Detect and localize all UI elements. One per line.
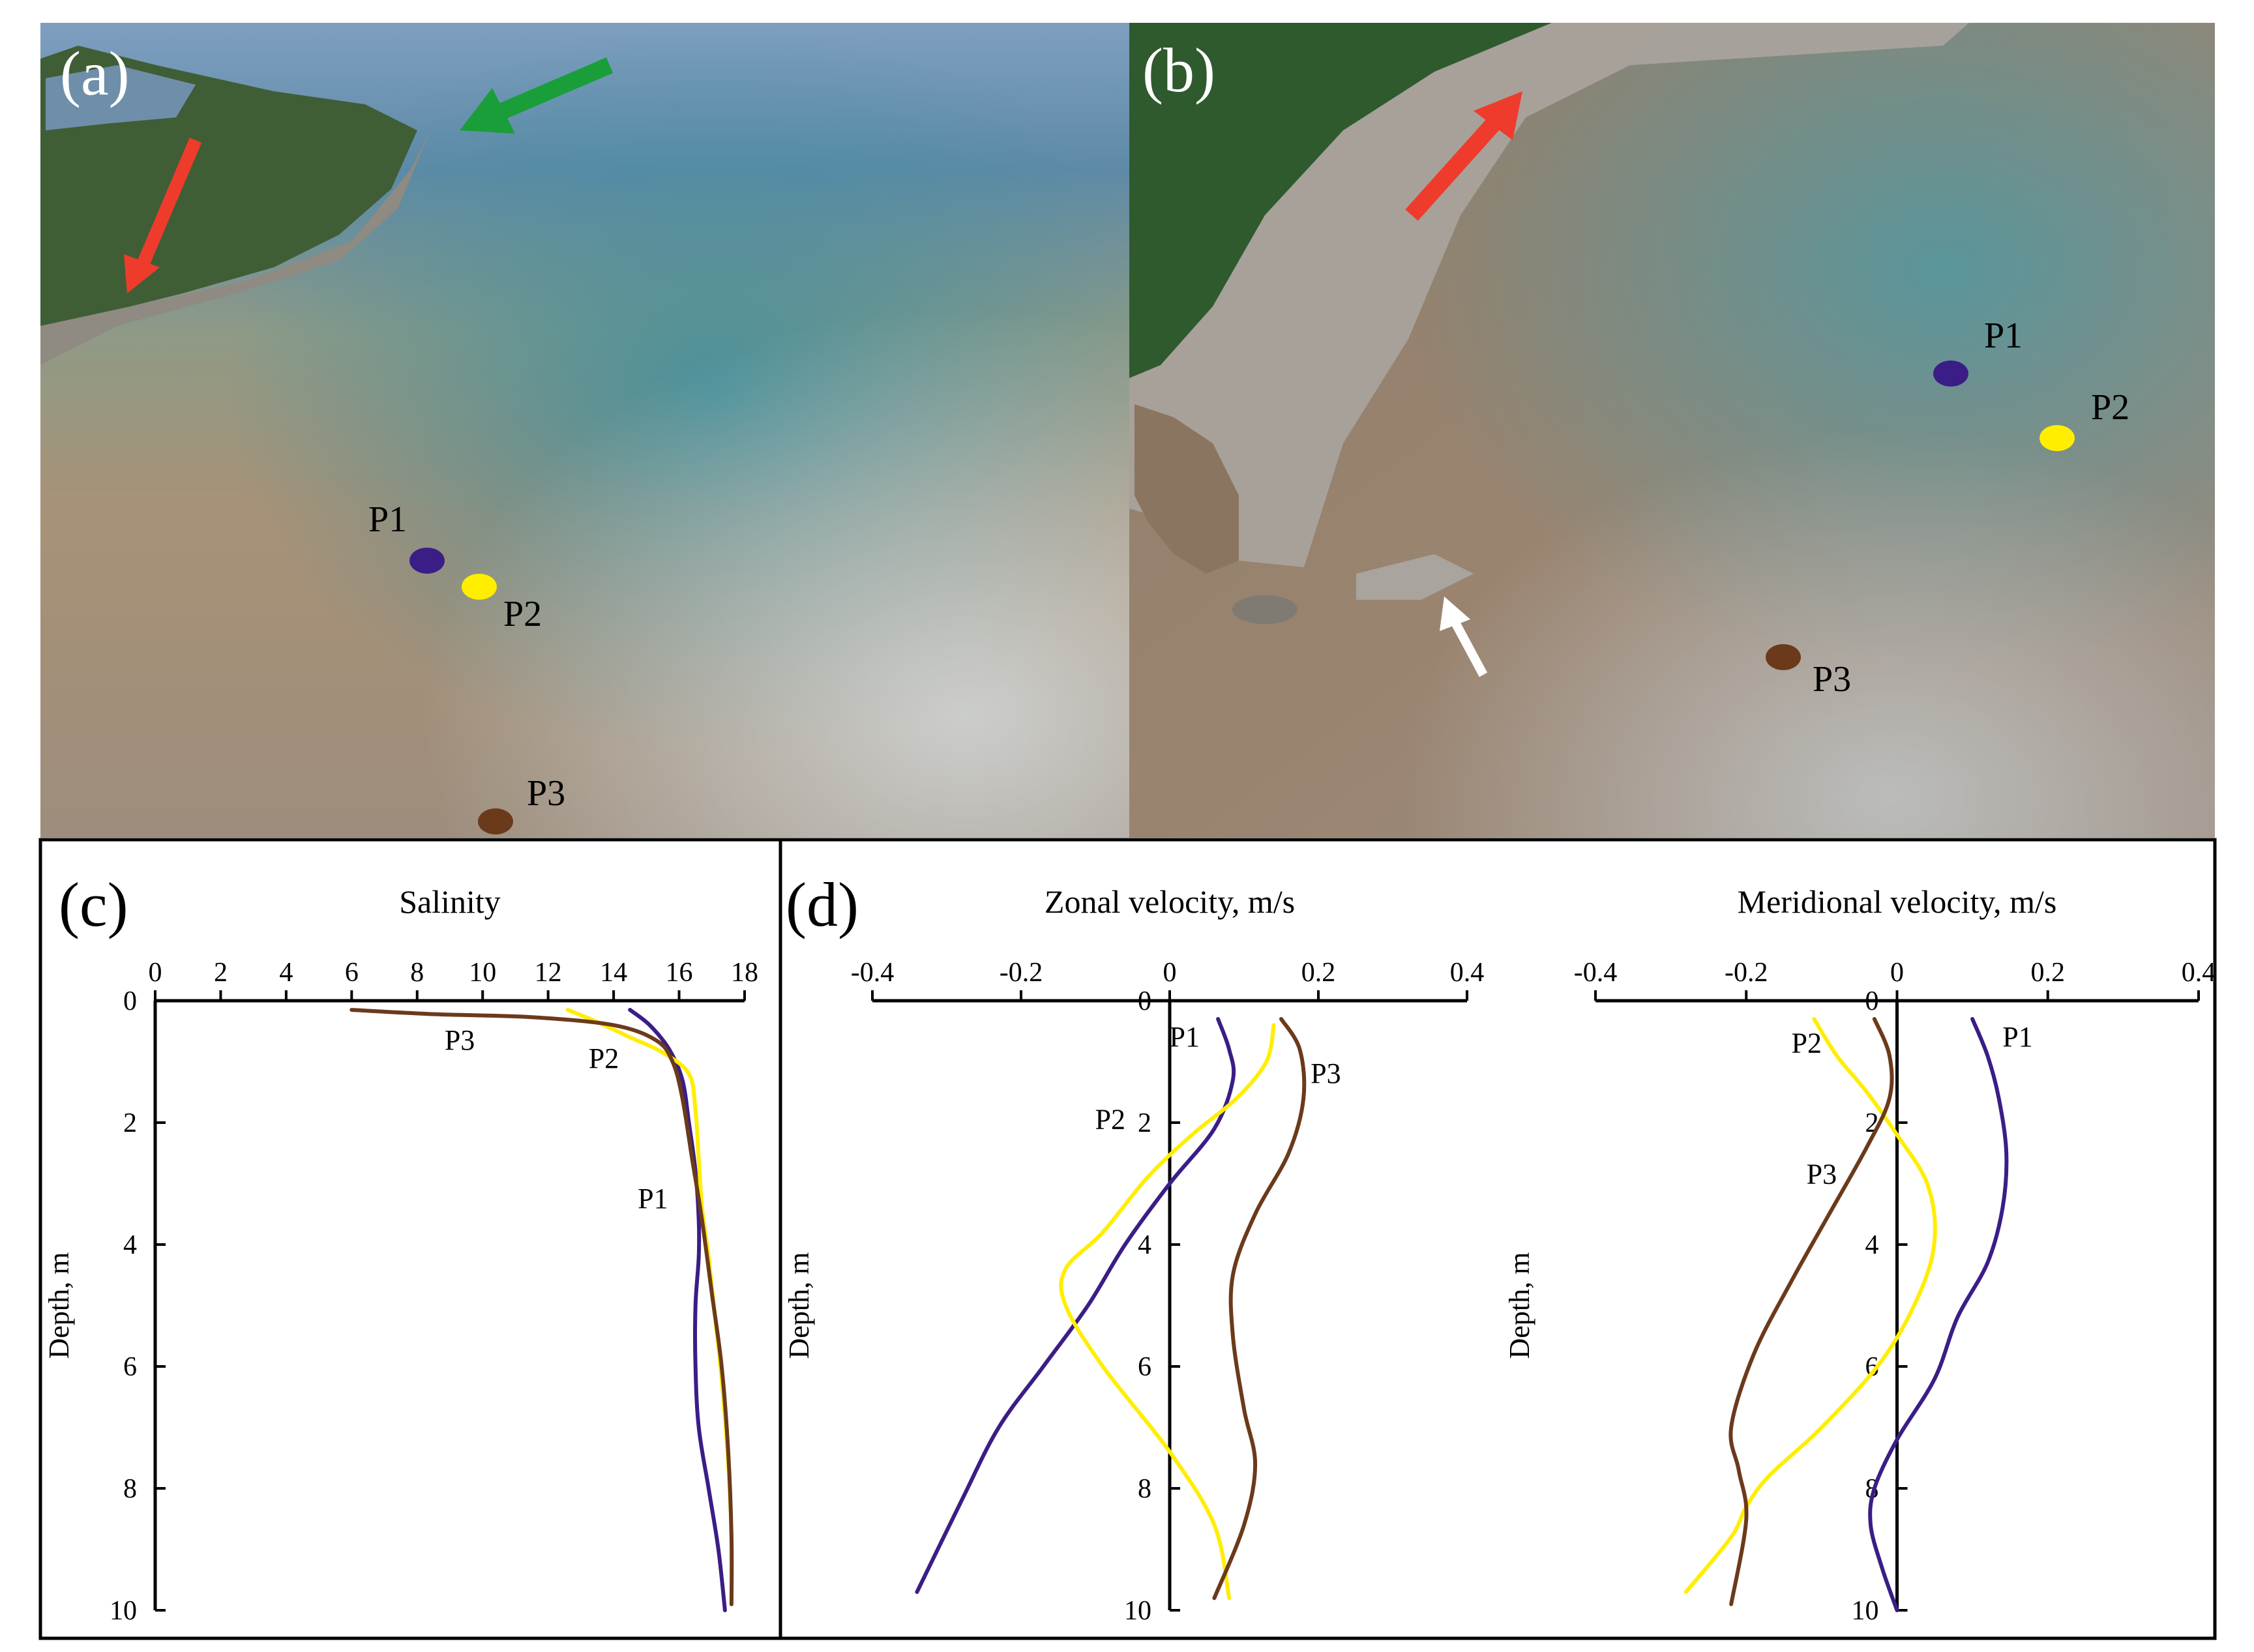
y-tick-label: 10: [1852, 1596, 1879, 1626]
x-tick-label: 8: [410, 958, 424, 988]
panel-c-letter: (c): [59, 870, 128, 939]
x-tick-label: -0.4: [1574, 958, 1618, 988]
y-tick-label: 6: [123, 1352, 137, 1382]
x-tick-label: 16: [666, 958, 693, 988]
x-tick-label: -0.2: [1000, 958, 1043, 988]
y-axis-label: Depth, m: [43, 1252, 75, 1359]
photo-panel-b: [1129, 23, 2215, 838]
x-tick-label: 0.2: [1301, 958, 1336, 988]
point-p1-marker-a: [409, 548, 445, 574]
point-p1-label-b: P1: [1984, 316, 2023, 356]
panel-b-letter: (b): [1142, 35, 1215, 105]
panel-a-letter: (a): [60, 38, 130, 108]
zonal-velocity-chart: Zonal velocity, m/s -0.4 -0.2 0 0.2 0.4 0 2 4 6 8 1…: [783, 883, 1484, 1626]
meridional-velocity-chart: Meridional velocity, m/s -0.4 -0.2 0 0.2 0.4 0…: [1504, 883, 2216, 1626]
x-tick-label: 2: [214, 958, 228, 988]
chart-title: Salinity: [399, 883, 501, 920]
curve-label-p2: P2: [589, 1042, 619, 1074]
series-line-p2: [1059, 1023, 1276, 1600]
photo-panel-a: [40, 23, 1129, 838]
x-tick-label: -0.2: [1725, 958, 1768, 988]
red-arrow-icon: [1405, 91, 1522, 221]
x-tick-label: -0.4: [851, 958, 895, 988]
curve-label-p3: P3: [1311, 1057, 1341, 1089]
y-tick-label: 4: [123, 1230, 137, 1260]
y-tick-label: 4: [1138, 1230, 1151, 1260]
x-tick-label: 0: [1890, 958, 1904, 988]
series-line-p1: [915, 1017, 1236, 1594]
series-line-p3: [1728, 1017, 1894, 1606]
point-p3-label-a: P3: [527, 773, 565, 814]
x-tick-label: 0.4: [2182, 958, 2216, 988]
point-p1-marker-b: [1933, 361, 1968, 387]
y-tick-label: 4: [1865, 1230, 1879, 1260]
chart-title: Zonal velocity, m/s: [1045, 883, 1295, 920]
point-p3-marker-b: [1766, 644, 1801, 670]
curve-label-p2: P2: [1095, 1103, 1125, 1135]
x-tick-label: 10: [469, 958, 496, 988]
white-arrow-icon: [1440, 597, 1488, 677]
point-p3-label-b: P3: [1813, 659, 1851, 700]
panel-d-frame: [779, 838, 2217, 1640]
x-tick-label: 0.4: [1450, 958, 1485, 988]
point-p2-marker-a: [462, 574, 497, 600]
y-tick-label: 10: [110, 1596, 137, 1626]
y-tick-label: 0: [1138, 986, 1151, 1016]
curve-label-p3: P3: [1807, 1158, 1837, 1190]
panel-d-letter: (d): [786, 870, 859, 939]
x-tick-label: 0.2: [2031, 958, 2066, 988]
point-p2-label-a: P2: [503, 594, 542, 634]
green-arrow-icon: [460, 57, 614, 134]
point-p1-label-a: P1: [368, 499, 407, 540]
x-tick-label: 6: [345, 958, 359, 988]
series-line-p1: [628, 1008, 727, 1612]
curve-label-p1: P1: [2002, 1021, 2032, 1053]
x-tick-label: 0: [149, 958, 162, 988]
y-tick-label: 8: [123, 1474, 137, 1504]
salinity-chart: Salinity 0 2 4 6 8 10 12 14 16 18 0 2 4 6 8 10 Depth, m P3…: [43, 883, 758, 1626]
y-tick-label: 10: [1124, 1596, 1151, 1626]
point-p2-label-b: P2: [2091, 387, 2129, 428]
y-tick-label: 0: [1865, 986, 1879, 1016]
y-tick-label: 2: [123, 1108, 137, 1138]
y-axis-label: Depth, m: [783, 1252, 815, 1359]
curve-label-p2: P2: [1792, 1027, 1822, 1059]
y-tick-label: 6: [1138, 1352, 1151, 1382]
x-tick-label: 12: [535, 958, 562, 988]
series-line-p1: [1868, 1017, 2009, 1612]
curve-label-p1: P1: [638, 1183, 668, 1215]
y-axis-label: Depth, m: [1504, 1252, 1535, 1359]
curve-label-p1: P1: [1170, 1021, 1200, 1053]
x-tick-label: 0: [1163, 958, 1177, 988]
curve-label-p3: P3: [445, 1024, 475, 1056]
red-arrow-icon: [124, 138, 202, 293]
y-tick-label: 8: [1138, 1474, 1151, 1504]
chart-title: Meridional velocity, m/s: [1738, 883, 2057, 920]
x-tick-label: 18: [731, 958, 758, 988]
y-tick-label: 0: [123, 986, 137, 1016]
y-tick-label: 2: [1138, 1108, 1151, 1138]
series-line-p3: [1212, 1017, 1307, 1600]
x-tick-label: 4: [279, 958, 293, 988]
series-line-p3: [349, 1008, 734, 1606]
x-tick-label: 14: [600, 958, 627, 988]
point-p2-marker-b: [2039, 425, 2075, 451]
series-line-p2: [565, 1008, 734, 1600]
point-p3-marker-a: [478, 808, 513, 834]
